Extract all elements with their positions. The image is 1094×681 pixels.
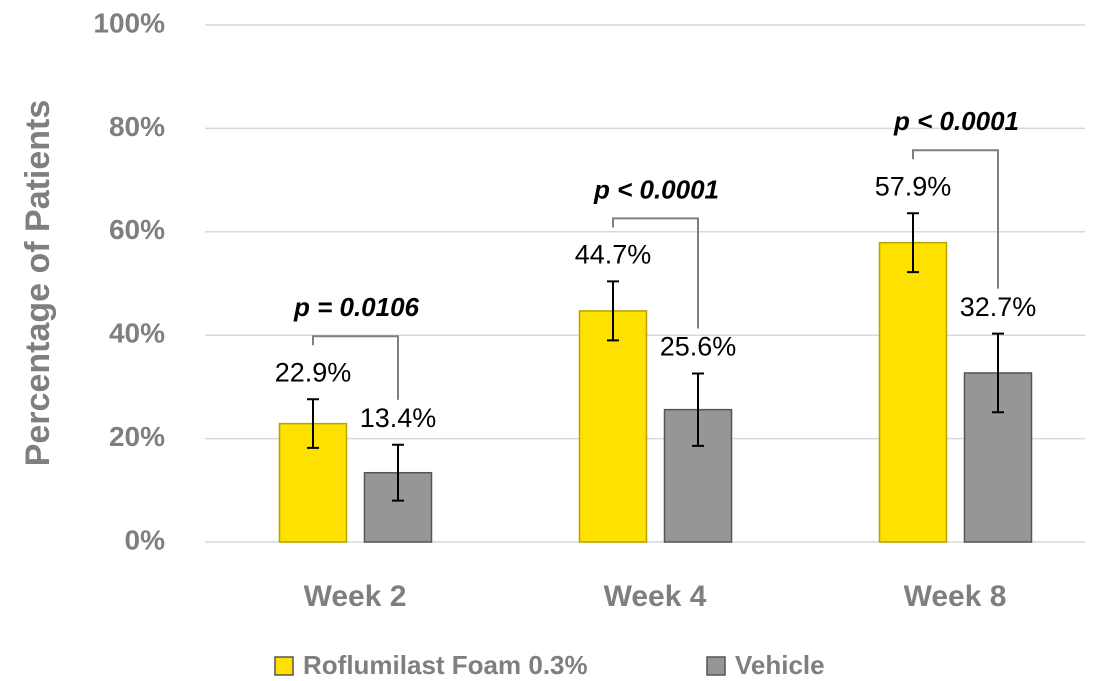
legend-swatch	[274, 656, 294, 676]
error-bar	[692, 372, 704, 447]
x-tick-label: Week 2	[304, 580, 407, 613]
value-label: 44.7%	[575, 240, 652, 270]
legend-label: Vehicle	[735, 650, 825, 680]
y-tick-label: 100%	[93, 7, 165, 38]
error-bar	[607, 280, 619, 342]
p-value: p < 0.0001	[893, 106, 1019, 136]
y-tick-label: 20%	[109, 421, 165, 452]
value-label: 32.7%	[960, 292, 1037, 322]
y-axis-title: Percentage of Patients	[19, 100, 57, 467]
legend-label: Roflumilast Foam 0.3%	[303, 650, 588, 680]
y-tick-label: 80%	[109, 111, 165, 142]
error-bar	[992, 332, 1004, 414]
value-label: 57.9%	[875, 171, 952, 201]
bar	[578, 310, 648, 543]
x-tick-label: Week 4	[604, 580, 707, 613]
error-bar	[307, 398, 319, 449]
y-tick-label: 0%	[125, 524, 166, 555]
x-tick-label: Week 8	[904, 580, 1007, 613]
legend-swatch	[706, 656, 726, 676]
y-tick-label: 60%	[109, 214, 165, 245]
error-bar	[392, 443, 404, 502]
bracket	[312, 335, 399, 400]
error-bar	[907, 212, 919, 274]
value-label: 13.4%	[360, 403, 437, 433]
value-label: 25.6%	[660, 332, 737, 362]
bracket	[612, 217, 699, 329]
p-value: p = 0.0106	[293, 292, 420, 322]
y-tick-label: 40%	[109, 318, 165, 349]
bracket	[912, 149, 999, 289]
value-label: 22.9%	[275, 357, 352, 387]
p-value: p < 0.0001	[593, 174, 719, 204]
bar	[878, 241, 948, 543]
bar	[663, 408, 733, 543]
